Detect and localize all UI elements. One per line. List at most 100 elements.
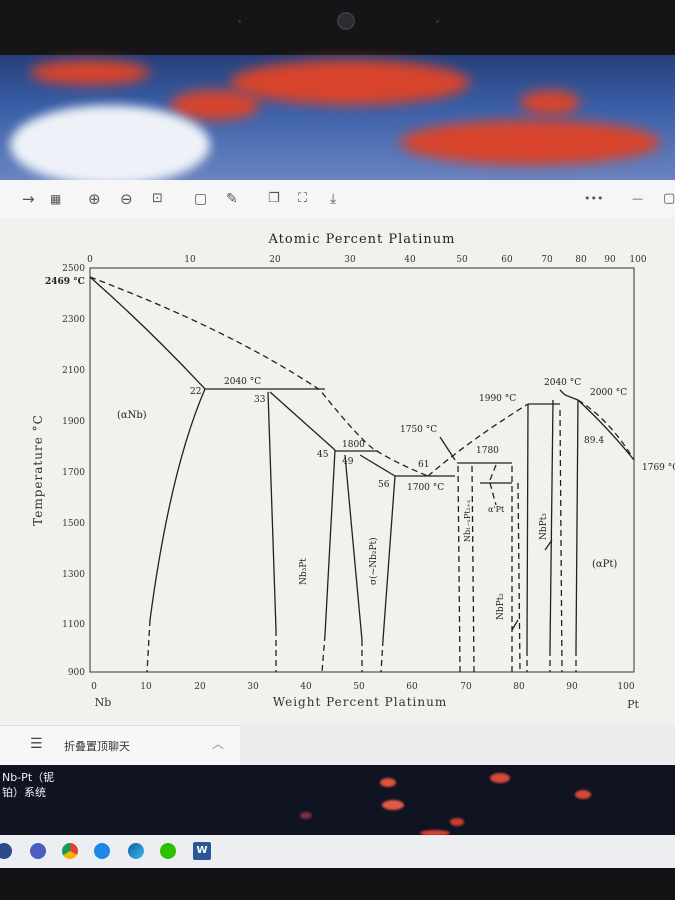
nb3pt-boundary-right (324, 449, 336, 636)
top-tick: 10 (184, 255, 196, 265)
zoom-out-icon[interactable]: ⊖ (120, 190, 133, 208)
label-nbpt2: NbPt₂ (496, 593, 506, 620)
bottom-tick: 100 (617, 682, 634, 692)
laptop-bezel-top (0, 0, 675, 58)
y-tick: 1700 (62, 468, 85, 478)
chat-bar (0, 725, 240, 766)
wallpaper-flower (382, 800, 404, 810)
top-tick: 60 (501, 255, 513, 265)
label-nb1pt1: Nb₁₋ₓPt₁₊ₓ (463, 500, 472, 542)
crop-icon[interactable]: ⛶ (298, 191, 308, 206)
bottom-axis-title: Weight Percent Platinum (273, 695, 447, 709)
side-caption-line: Nb-Pt（铌 (2, 771, 55, 784)
label-1750: 1750 °C (400, 425, 437, 435)
y-tick: 1100 (62, 620, 85, 630)
bottom-tick: 0 (91, 682, 97, 692)
browser-icon[interactable] (94, 843, 110, 859)
top-tick: 50 (456, 255, 468, 265)
label-56: 56 (378, 480, 390, 490)
wechat-icon[interactable] (160, 843, 176, 859)
sigma-left (344, 454, 363, 641)
nb3pt-boundary-left (267, 391, 277, 631)
liquidus-dashed (89, 276, 429, 477)
copy-icon[interactable]: ❐ (268, 191, 280, 206)
side-caption: Nb-Pt（铌 铂）系统 (2, 770, 54, 800)
top-tick: 70 (541, 255, 553, 265)
bottom-tick: 10 (140, 682, 152, 692)
list-icon[interactable]: ☰ (30, 736, 43, 752)
top-tick: 100 (629, 255, 646, 265)
apt-prime-left (489, 482, 497, 506)
collapse-pinned-chats-label[interactable]: 折叠置顶聊天 (64, 740, 130, 753)
nb1pt1-left (457, 465, 461, 673)
bottom-tick: 90 (566, 682, 578, 692)
y-tick: 900 (68, 668, 85, 678)
wallpaper-cloud (170, 90, 260, 120)
liquidus-right-dashed (577, 399, 635, 461)
arrow-right-icon[interactable]: → (22, 190, 35, 208)
label-pt-melt: 1769 °C (642, 463, 675, 473)
top-tick: 80 (575, 255, 587, 265)
label-2040-left: 2040 °C (224, 377, 261, 387)
label-anb: (αNb) (117, 410, 147, 421)
chevron-up-icon[interactable]: ︿ (212, 737, 225, 751)
wallpaper-flower (575, 790, 591, 799)
wallpaper-cloud (520, 90, 580, 115)
download-icon[interactable]: ⤓ (330, 191, 337, 207)
label-1990: 1990 °C (479, 394, 516, 404)
label-61: 61 (418, 460, 429, 470)
label-apt: (αPt) (592, 559, 617, 570)
zoom-in-icon[interactable]: ⊕ (88, 190, 101, 208)
label-49: 49 (342, 457, 354, 467)
solid-phase-lines (89, 276, 635, 651)
label-33: 33 (254, 395, 266, 405)
top-tick: 0 (87, 255, 93, 265)
y-tick: 2100 (62, 366, 85, 376)
right-element-label: Pt (627, 698, 639, 711)
edit-icon[interactable]: ✎ (226, 191, 238, 207)
label-nb-melt: 2469 °C (45, 277, 85, 287)
label-1780: 1780 (476, 446, 499, 456)
y-axis-title: Temperature °C (31, 414, 45, 526)
start-icon[interactable] (0, 843, 12, 859)
label-sigma: σ(~Nb₂Pt) (368, 537, 379, 585)
top-tick: 90 (604, 255, 616, 265)
label-apt-prime: α'Pt (488, 505, 505, 514)
rotate-icon[interactable]: ▢ (194, 191, 208, 207)
leader-nbpt3 (544, 539, 553, 551)
bottom-tick: 60 (406, 682, 418, 692)
teams-icon[interactable] (30, 843, 46, 859)
wallpaper-cloud (230, 60, 470, 105)
wallpaper-flower (420, 830, 450, 836)
apt-prime-top (489, 464, 497, 481)
minimize-icon[interactable]: — (632, 192, 643, 205)
leader-nbpt2 (511, 619, 519, 631)
more-icon[interactable]: ••• (584, 192, 604, 205)
top-tick: 40 (404, 255, 416, 265)
edge-icon[interactable] (128, 843, 144, 859)
wallpaper-cloud (10, 105, 210, 185)
word-icon[interactable]: W (193, 842, 211, 860)
anb-solvus-extension (146, 619, 151, 673)
bottom-tick: 30 (247, 682, 259, 692)
liquidus-mid (269, 391, 336, 451)
y-tick: 1900 (62, 417, 85, 427)
liquidus-rise (427, 403, 529, 477)
label-2000: 2000 °C (590, 388, 627, 398)
restore-icon[interactable]: ▢ (663, 191, 675, 206)
label-45: 45 (317, 450, 329, 460)
nbpt2-right (517, 482, 521, 673)
side-caption-line: 铂）系统 (2, 786, 46, 799)
fit-page-icon[interactable]: ⊡ (152, 191, 163, 206)
chrome-icon[interactable] (62, 843, 78, 859)
y-tick: 2300 (62, 315, 85, 325)
sensor-dot (238, 20, 241, 23)
top-tick: 20 (269, 255, 281, 265)
grid-icon[interactable]: ▦ (50, 192, 62, 206)
laptop-bezel-bottom (0, 868, 675, 900)
y-tick: 1500 (62, 519, 85, 529)
chat-bar-right (240, 725, 675, 765)
wallpaper-flower (300, 812, 312, 819)
nb1pt1-right (471, 465, 475, 673)
document-page (0, 218, 675, 728)
